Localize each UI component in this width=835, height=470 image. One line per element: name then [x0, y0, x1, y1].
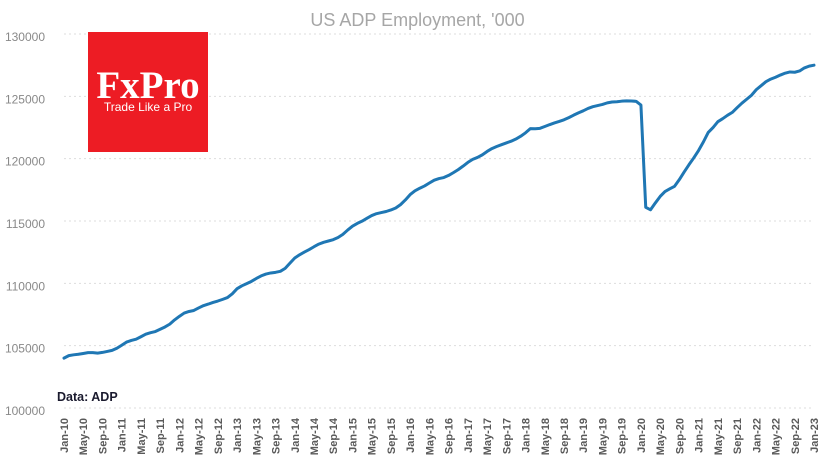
svg-text:Jan-22: Jan-22 [751, 418, 763, 453]
svg-text:Jan-18: Jan-18 [521, 418, 533, 453]
svg-text:Jan-21: Jan-21 [694, 418, 706, 453]
svg-text:May-22: May-22 [771, 418, 783, 455]
svg-text:Sep-13: Sep-13 [271, 418, 283, 454]
svg-text:May-20: May-20 [655, 418, 667, 455]
svg-text:Sep-15: Sep-15 [386, 418, 398, 454]
svg-text:Sep-14: Sep-14 [328, 417, 340, 454]
svg-text:May-19: May-19 [597, 418, 609, 455]
svg-text:May-14: May-14 [309, 417, 321, 455]
svg-text:Data: ADP: Data: ADP [57, 390, 118, 404]
svg-text:Jan-12: Jan-12 [174, 418, 186, 453]
svg-text:May-21: May-21 [713, 418, 725, 455]
svg-text:May-17: May-17 [482, 418, 494, 455]
svg-text:Sep-10: Sep-10 [97, 418, 109, 454]
svg-text:Sep-16: Sep-16 [444, 418, 456, 454]
svg-text:Sep-18: Sep-18 [559, 418, 571, 454]
svg-text:Jan-14: Jan-14 [290, 417, 302, 453]
svg-text:105000: 105000 [5, 342, 45, 356]
svg-text:May-13: May-13 [251, 418, 263, 455]
svg-text:May-18: May-18 [540, 418, 552, 455]
svg-text:May-15: May-15 [367, 418, 379, 455]
svg-text:May-11: May-11 [136, 418, 148, 455]
svg-text:Sep-12: Sep-12 [213, 418, 225, 454]
svg-text:Sep-17: Sep-17 [501, 418, 513, 454]
svg-text:100000: 100000 [5, 404, 45, 418]
svg-text:Jan-19: Jan-19 [578, 418, 590, 453]
svg-text:Sep-11: Sep-11 [155, 418, 167, 453]
svg-text:130000: 130000 [5, 30, 45, 44]
svg-text:Sep-20: Sep-20 [674, 418, 686, 454]
svg-text:Jan-10: Jan-10 [59, 418, 71, 453]
svg-text:125000: 125000 [5, 92, 45, 106]
svg-text:Sep-22: Sep-22 [790, 418, 802, 454]
svg-text:Jan-13: Jan-13 [232, 418, 244, 453]
svg-text:May-10: May-10 [78, 418, 90, 455]
svg-text:Jan-16: Jan-16 [405, 418, 417, 453]
svg-text:115000: 115000 [6, 217, 45, 231]
svg-text:Jan-20: Jan-20 [636, 418, 648, 453]
svg-text:Sep-19: Sep-19 [617, 418, 629, 454]
svg-text:Jan-23: Jan-23 [809, 418, 821, 453]
svg-text:120000: 120000 [5, 155, 45, 169]
svg-text:May-12: May-12 [194, 418, 206, 455]
svg-text:May-16: May-16 [424, 418, 436, 455]
svg-text:Jan-15: Jan-15 [347, 418, 359, 453]
svg-text:Sep-21: Sep-21 [732, 418, 744, 454]
svg-text:110000: 110000 [6, 279, 45, 293]
svg-text:Jan-11: Jan-11 [117, 418, 129, 452]
svg-text:Jan-17: Jan-17 [463, 418, 475, 453]
